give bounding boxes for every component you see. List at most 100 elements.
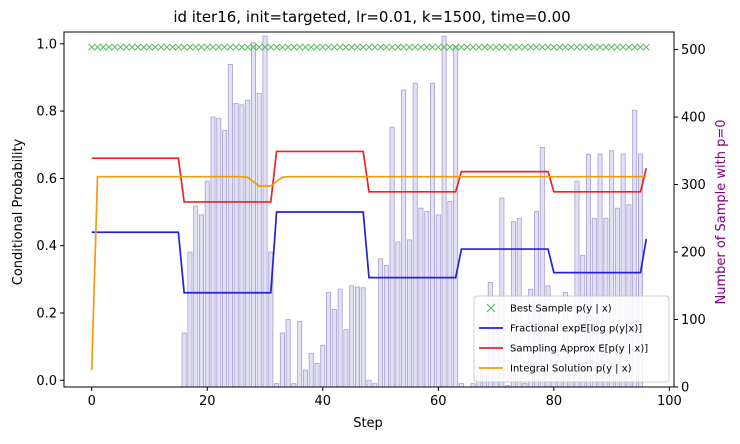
histogram-bar — [256, 93, 262, 388]
best-sample-marker — [556, 43, 564, 51]
best-sample-marker — [134, 43, 142, 51]
histogram-bar — [181, 332, 187, 388]
legend: Best Sample p(y | x) Fractional expE[log … — [473, 295, 670, 383]
legend-marker-best — [486, 303, 496, 313]
y-tick-label: 0.4 — [36, 239, 57, 254]
best-sample-marker — [296, 43, 304, 51]
best-sample-marker — [336, 43, 344, 51]
best-sample-marker — [613, 43, 621, 51]
best-sample-marker — [428, 43, 437, 51]
best-sample-marker — [244, 43, 252, 51]
histogram-bar — [262, 35, 268, 388]
histogram-bar — [227, 63, 233, 388]
y-right-axis-label: Number of Sample with p=0 — [714, 119, 729, 304]
histogram-bar — [239, 104, 245, 388]
y-tick-label: 0.8 — [36, 105, 57, 120]
best-sample-marker — [122, 43, 130, 51]
histogram-bar — [447, 201, 453, 388]
y-axis-label: Conditional Probability — [11, 138, 26, 285]
histogram-bar — [470, 383, 476, 388]
best-sample-marker — [151, 43, 159, 51]
best-sample-marker — [625, 43, 633, 51]
best-sample-marker — [515, 43, 523, 51]
histogram-bar — [314, 362, 320, 388]
best-sample-marker — [365, 43, 373, 51]
best-sample-marker — [521, 43, 529, 51]
best-sample-marker — [186, 43, 194, 51]
histogram-bar — [250, 42, 256, 388]
best-sample-marker — [590, 43, 598, 51]
best-sample-marker — [180, 43, 188, 51]
histogram-bar — [245, 99, 251, 388]
axes-layer: 0 20 40 60 80 1000.00.20.40.60.81.00100200300… — [36, 31, 706, 409]
histogram-bar — [349, 285, 355, 388]
histogram-bar — [372, 383, 378, 388]
best-sample-marker — [140, 43, 148, 51]
histogram-bar — [418, 207, 424, 388]
best-sample-marker — [504, 43, 512, 51]
histogram-bar — [441, 35, 447, 388]
y-tick-label: 0.2 — [36, 306, 57, 321]
best-sample-marker — [579, 43, 587, 51]
best-sample-marker — [469, 43, 477, 51]
best-sample-marker — [209, 43, 217, 51]
best-sample-marker — [371, 43, 379, 51]
best-sample-marker — [642, 43, 650, 51]
best-sample-marker — [313, 43, 321, 51]
best-sample-marker — [203, 43, 211, 51]
histogram-bar — [274, 383, 280, 388]
best-sample-marker — [290, 43, 298, 51]
y-tick-label: 0.6 — [36, 172, 57, 187]
histogram-bar — [337, 288, 343, 388]
best-sample-marker — [93, 43, 102, 51]
histogram-bar — [279, 332, 285, 388]
best-sample-marker — [411, 43, 419, 51]
histogram-bar — [331, 308, 337, 388]
best-sample-marker — [307, 43, 315, 51]
best-sample-marker — [249, 43, 258, 51]
best-sample-marker — [353, 43, 362, 51]
x-tick-label: 80 — [546, 394, 563, 409]
best-sample-marker — [342, 43, 350, 51]
x-axis-label: Step — [353, 416, 383, 431]
histogram-bar — [204, 180, 210, 388]
histogram-bar — [430, 82, 436, 388]
histogram-bar — [210, 116, 216, 388]
histogram-bar — [326, 292, 332, 388]
best-sample-marker — [163, 43, 171, 51]
histogram-bar — [187, 251, 193, 388]
histogram-bar — [401, 89, 407, 388]
best-sample-marker — [215, 43, 223, 51]
best-sample-marker — [452, 43, 460, 51]
x-tick-label: 0 — [88, 394, 96, 409]
histogram-bar — [366, 379, 372, 388]
histogram-bar — [193, 205, 199, 388]
best-sample-marker — [117, 43, 125, 51]
best-sample-marker — [417, 43, 425, 51]
legend-label-best: Best Sample p(y | x) — [510, 304, 612, 315]
best-sample-marker — [278, 43, 286, 51]
best-sample-marker — [105, 43, 113, 51]
histogram-bar — [222, 130, 228, 388]
histogram-bar — [302, 369, 308, 388]
best-sample-marker — [197, 43, 206, 51]
best-sample-marker — [157, 43, 165, 51]
best-sample-marker — [532, 43, 541, 51]
best-sample-marker — [388, 43, 396, 51]
histogram-bar — [395, 241, 401, 388]
best-sample-marker — [446, 43, 454, 51]
best-sample-marker — [394, 43, 402, 51]
y-tick-label: 1.0 — [36, 37, 57, 52]
best-sample-marker — [232, 43, 240, 51]
best-sample-marker — [348, 43, 356, 51]
histogram-bar — [406, 239, 412, 388]
legend-label-integral: Integral Solution p(y | x) — [510, 364, 632, 375]
best-sample-marker — [619, 43, 627, 51]
best-sample-marker — [400, 43, 408, 51]
best-sample-marker — [584, 43, 593, 51]
best-sample-marker — [475, 43, 483, 51]
histogram-bar — [297, 321, 303, 388]
histogram-bar — [291, 383, 297, 388]
